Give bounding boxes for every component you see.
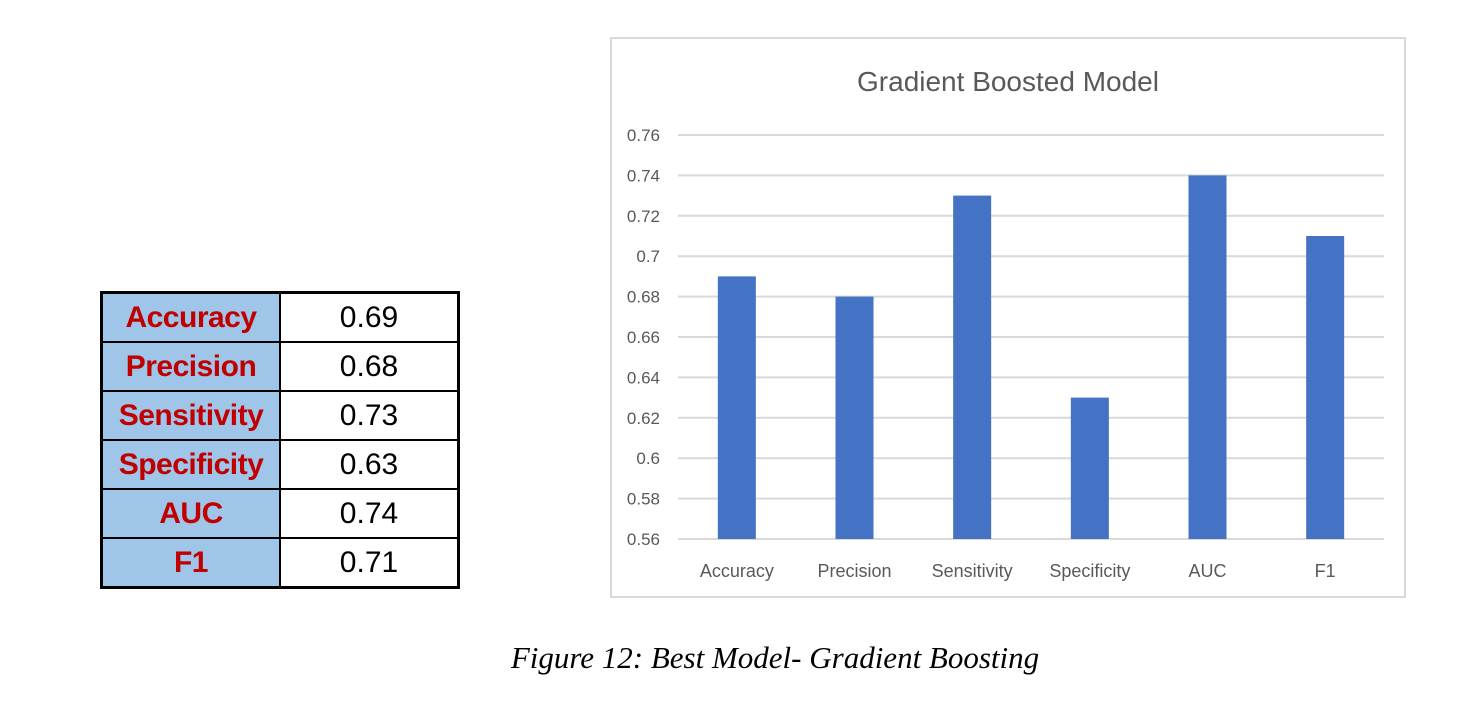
metric-name-cell: Sensitivity	[100, 390, 281, 441]
table-row: Specificity 0.63	[100, 439, 460, 490]
x-tick-label: Accuracy	[700, 561, 774, 581]
metric-name-cell: F1	[100, 537, 281, 589]
metric-value-cell: 0.73	[279, 390, 460, 441]
table-row: F1 0.71	[100, 537, 460, 589]
metric-value-cell: 0.63	[279, 439, 460, 490]
y-tick-label: 0.76	[627, 126, 660, 145]
x-tick-label: Precision	[817, 561, 891, 581]
metric-name-cell: AUC	[100, 488, 281, 539]
y-tick-label: 0.6	[636, 449, 660, 468]
x-tick-label: AUC	[1188, 561, 1226, 581]
y-tick-label: 0.58	[627, 490, 660, 509]
table-row: Accuracy 0.69	[100, 291, 460, 343]
table-row: Precision 0.68	[100, 341, 460, 392]
y-tick-label: 0.56	[627, 530, 660, 549]
bar-specificity	[1070, 397, 1109, 539]
y-tick-label: 0.74	[627, 166, 660, 185]
metric-value-cell: 0.68	[279, 341, 460, 392]
chart-panel: Gradient Boosted Model 0.56 0.58 0.6 0.62 0.…	[610, 37, 1406, 598]
y-tick-label: 0.64	[627, 368, 660, 387]
x-tick-label: F1	[1315, 561, 1336, 581]
y-tick-label: 0.66	[627, 328, 660, 347]
gridlines	[678, 134, 1384, 540]
y-tick-label: 0.68	[627, 288, 660, 307]
metrics-table-body: Accuracy 0.69 Precision 0.68 Sensitivity…	[100, 291, 460, 589]
table-row: AUC 0.74	[100, 488, 460, 539]
bar-chart: Gradient Boosted Model 0.560.580.60.620.…	[627, 66, 1384, 581]
y-axis-ticks: 0.56 0.58 0.6 0.62 0.64 0.66 0.68 0.7 0.72 0.74 0.…	[627, 126, 660, 549]
y-tick-label: 0.72	[627, 207, 660, 226]
bar-accuracy	[717, 276, 756, 539]
y-tick-label: 0.7	[636, 247, 660, 266]
metric-name-cell: Precision	[100, 341, 281, 392]
chart-title: Gradient Boosted Model	[857, 66, 1159, 97]
x-tick-label: Sensitivity	[932, 561, 1013, 581]
metric-name-cell: Specificity	[100, 439, 281, 490]
table-row: Sensitivity 0.73	[100, 390, 460, 441]
bar-f1	[1306, 236, 1345, 539]
bar-auc	[1188, 175, 1227, 539]
bar-sensitivity	[953, 195, 992, 539]
metrics-table: Accuracy 0.69 Precision 0.68 Sensitivity…	[100, 291, 460, 589]
x-axis-labels: Accuracy Precision Sensitivity Specificity A…	[700, 561, 1336, 581]
metric-value-cell: 0.74	[279, 488, 460, 539]
figure-caption: Figure 12: Best Model- Gradient Boosting	[510, 640, 1040, 675]
y-tick-label: 0.62	[627, 409, 660, 428]
bars	[717, 175, 1345, 539]
metric-name-cell: Accuracy	[100, 291, 281, 343]
metric-value-cell: 0.69	[279, 291, 460, 343]
bar-precision	[835, 296, 874, 539]
metric-value-cell: 0.71	[279, 537, 460, 589]
x-tick-label: Specificity	[1049, 561, 1130, 581]
